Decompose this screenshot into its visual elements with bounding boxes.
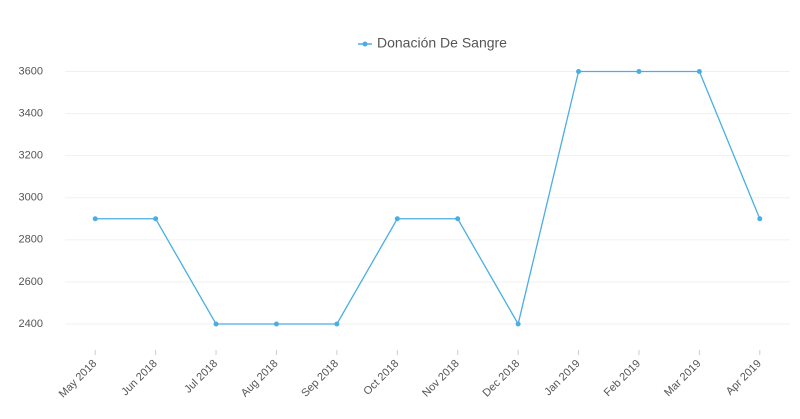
x-tick-label: Dec 2018 bbox=[481, 358, 523, 400]
y-tick-label: 3000 bbox=[19, 192, 43, 204]
x-tick-label: May 2018 bbox=[57, 358, 100, 401]
point bbox=[515, 321, 521, 327]
x-tick-label: Feb 2019 bbox=[602, 358, 643, 399]
legend-text: Donación De Sangre bbox=[377, 35, 507, 51]
point bbox=[334, 321, 340, 327]
y-tick-label: 3200 bbox=[19, 150, 43, 162]
line bbox=[95, 70, 761, 326]
x-tick-label: Apr 2019 bbox=[724, 358, 764, 398]
x-tick-label: Nov 2018 bbox=[420, 358, 462, 400]
point bbox=[273, 321, 279, 327]
y-tick-label: 2400 bbox=[19, 318, 43, 330]
point bbox=[636, 69, 642, 75]
y-tick-label: 2600 bbox=[19, 276, 43, 288]
point bbox=[455, 216, 461, 222]
x-tick-label: Jul 2018 bbox=[182, 358, 220, 396]
point bbox=[213, 321, 219, 327]
point bbox=[92, 216, 98, 222]
x-tick-label: Aug 2018 bbox=[239, 358, 281, 400]
point bbox=[696, 69, 702, 75]
y-tick-label: 3400 bbox=[19, 107, 43, 119]
legend: Donación De Sangre bbox=[358, 35, 507, 51]
legend-marker bbox=[362, 41, 368, 47]
x-tick-label: Sep 2018 bbox=[299, 358, 341, 400]
y-tick-label: 3600 bbox=[19, 65, 43, 77]
point bbox=[757, 216, 763, 222]
x-tick-label: Jun 2018 bbox=[119, 358, 159, 398]
point bbox=[394, 216, 400, 222]
point bbox=[153, 216, 159, 222]
point bbox=[576, 69, 582, 75]
x-tick-label: Mar 2019 bbox=[662, 358, 703, 399]
x-tick-label: Oct 2018 bbox=[361, 358, 401, 398]
x-tick-label: Jan 2019 bbox=[542, 358, 582, 398]
y-tick-label: 2800 bbox=[19, 234, 43, 246]
